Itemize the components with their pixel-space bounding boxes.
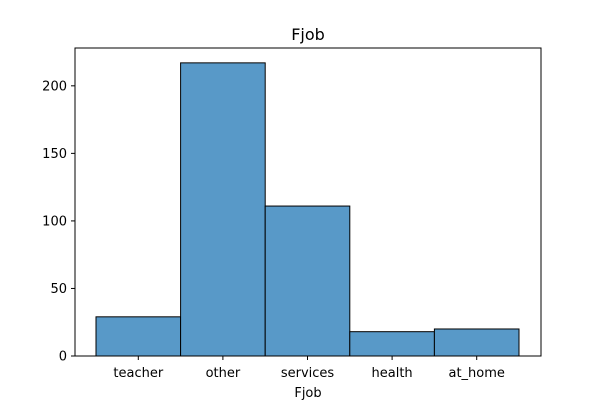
- x-tick-label: at_home: [448, 366, 504, 381]
- x-axis-ticks: teacher other services health at_home: [113, 356, 505, 381]
- y-tick-label: 200: [42, 79, 67, 94]
- y-tick-label: 150: [42, 147, 67, 162]
- bar-services: [264, 205, 351, 357]
- x-tick-label: services: [281, 366, 335, 381]
- bar-health: [349, 331, 435, 357]
- bar-at-home: [433, 328, 520, 357]
- y-tick-label: 100: [42, 214, 67, 229]
- bar-teacher: [95, 316, 182, 357]
- y-axis-ticks: 0 50 100 150 200: [42, 79, 75, 365]
- x-axis-label: Fjob: [294, 386, 321, 400]
- plot-frame: [74, 47, 542, 357]
- y-tick-label: 0: [59, 350, 67, 365]
- bars-group: [95, 62, 520, 357]
- x-tick-label: teacher: [113, 366, 163, 381]
- chart-title: Fjob: [291, 25, 325, 44]
- bar-other: [180, 62, 266, 357]
- x-tick-label: other: [206, 366, 241, 381]
- x-tick-label: health: [372, 366, 413, 381]
- y-tick-label: 50: [50, 282, 67, 297]
